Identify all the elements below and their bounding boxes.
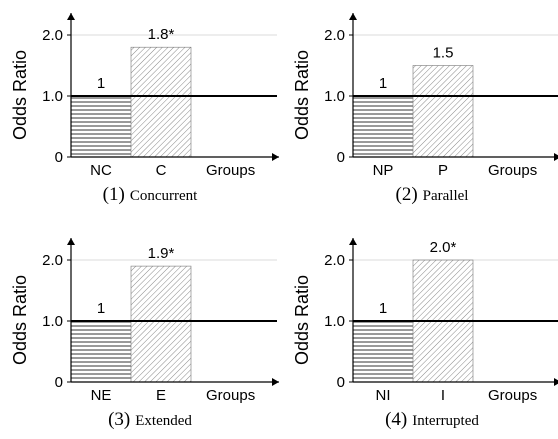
chart-panel-2: 1 NP 1.5 P 0 1.0 2.0 Odds Ratio Groups (2) Paralle… (292, 13, 558, 205)
x-tick-label: E (156, 387, 166, 404)
x-axis-arrow (554, 378, 558, 386)
x-axis-label: Groups (488, 162, 537, 179)
y-tick-label: 2.0 (42, 252, 63, 269)
bar-c (130, 46, 192, 158)
y-tick-label: 2.0 (42, 27, 63, 44)
y-tick-label: 2.0 (324, 27, 345, 44)
panel-caption: (3) Extended (108, 409, 192, 430)
panel-caption: (4) Interrupted (385, 409, 479, 430)
x-tick-label: NE (91, 387, 112, 404)
y-tick-label: 1.0 (42, 88, 63, 105)
bar-nc (71, 96, 131, 157)
y-axis-label: Odds Ratio (292, 275, 312, 365)
x-tick-label: C (156, 162, 167, 179)
value-label: 1 (379, 300, 387, 317)
y-tick-label: 1.0 (42, 313, 63, 330)
y-axis-label: Odds Ratio (10, 50, 30, 140)
bar-p (412, 65, 474, 158)
y-tick-label: 0 (337, 374, 345, 391)
y-axis-arrow (67, 238, 75, 245)
y-axis-arrow (349, 13, 357, 20)
panel-caption: (1) Concurrent (103, 184, 198, 205)
x-axis-arrow (554, 153, 558, 161)
x-axis-arrow (272, 153, 279, 161)
caption-text: Extended (135, 413, 192, 429)
chart-panel-4: 1 NI 2.0* I 0 1.0 2.0 Odds Ratio Groups (4) Interr… (292, 238, 558, 430)
caption-text: Parallel (423, 188, 469, 204)
x-tick-label: NP (373, 162, 394, 179)
caption-text: Interrupted (412, 413, 479, 429)
caption-number: (1) (103, 184, 125, 205)
y-tick-label: 0 (55, 374, 63, 391)
value-label: 1 (97, 75, 105, 92)
y-tick-label: 1.0 (324, 88, 345, 105)
x-axis-arrow (272, 378, 279, 386)
x-tick-label: NI (376, 387, 391, 404)
chart-panel-3: 1 NE 1.9* E 0 1.0 2.0 Odds Ratio Groups (3) Extend… (10, 238, 279, 430)
value-label: 1.8* (148, 26, 175, 43)
caption-number: (3) (108, 409, 130, 430)
bar-np (353, 96, 413, 157)
y-tick-label: 0 (55, 149, 63, 166)
y-axis-label: Odds Ratio (292, 50, 312, 140)
x-axis-label: Groups (206, 162, 255, 179)
y-axis-arrow (349, 238, 357, 245)
bar-ni (353, 321, 413, 382)
bar-e (130, 265, 192, 383)
x-tick-label: I (441, 387, 445, 404)
value-label: 1 (97, 300, 105, 317)
value-label: 1.9* (148, 245, 175, 262)
y-tick-label: 2.0 (324, 252, 345, 269)
caption-text: Concurrent (130, 188, 198, 204)
value-label: 2.0* (430, 239, 457, 256)
panel-caption: (2) Parallel (396, 184, 469, 205)
chart-panel-1: 1 NC 1.8* C 0 1.0 2.0 Odds Ratio Groups (1) Concur… (10, 13, 279, 205)
y-tick-label: 1.0 (324, 313, 345, 330)
x-tick-label: P (438, 162, 448, 179)
value-label: 1 (379, 75, 387, 92)
bar-ne (71, 321, 131, 382)
value-label: 1.5 (433, 45, 454, 62)
x-axis-label: Groups (488, 387, 537, 404)
x-tick-label: NC (90, 162, 112, 179)
x-axis-label: Groups (206, 387, 255, 404)
y-axis-label: Odds Ratio (10, 275, 30, 365)
caption-number: (2) (396, 184, 418, 205)
y-tick-label: 0 (337, 149, 345, 166)
y-axis-arrow (67, 13, 75, 20)
caption-number: (4) (385, 409, 407, 430)
